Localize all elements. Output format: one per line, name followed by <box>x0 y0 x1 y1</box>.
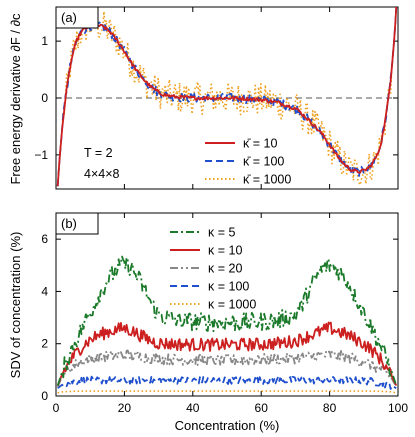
panel-a-legend: κ̄ = 10 κ̄ = 100 κ̄ = 1000 <box>205 137 291 187</box>
panel-a-series <box>56 7 398 187</box>
panel-a-annotation-temperature: T = 2 <box>84 146 113 160</box>
panel-b-legend-label: κ = 20 <box>208 262 242 276</box>
panel-b-legend-label: κ = 100 <box>208 280 249 294</box>
panel-b-y-tick-label: 4 <box>41 284 48 298</box>
panel-a-legend-label: κ̄ = 100 <box>243 155 284 169</box>
panel-b-frame <box>55 212 399 397</box>
panel-a-ticks: −1 0 1 <box>34 7 399 189</box>
panel-b-series-line <box>56 349 398 388</box>
panel-a-y-tick-label: 1 <box>41 34 48 48</box>
panel-b-series-line <box>57 390 397 394</box>
panel-b-x-axis-label: Concentration (%) <box>175 418 280 433</box>
panel-b-legend-label: κ = 1000 <box>208 298 256 312</box>
panel-a-tag-box <box>55 6 99 29</box>
panel-b-legend-label: κ = 10 <box>208 244 242 258</box>
panel-b-x-tick-label: 40 <box>186 401 200 415</box>
panel-b-x-tick-label: 20 <box>118 401 132 415</box>
panel-a-legend-label: κ̄ = 10 <box>243 137 277 151</box>
panel-a-legend-label: κ̄ = 1000 <box>243 173 291 187</box>
panel-b-x-tick-label: 0 <box>53 401 60 415</box>
panel-b-series-line <box>56 321 398 386</box>
panel-b-x-tick-label: 60 <box>255 401 269 415</box>
panel-b-tag-box <box>55 212 99 235</box>
panel-a-y-tick-label: 0 <box>41 91 48 105</box>
panel-a-y-tick-label: −1 <box>34 148 48 162</box>
panel-b-x-tick-label: 80 <box>323 401 337 415</box>
panel-b-series <box>56 255 398 394</box>
panel-a-series-line <box>56 7 398 187</box>
panel-a-series-line <box>56 7 398 187</box>
panel-b-y-tick-label: 2 <box>41 337 48 351</box>
panel-a-annotation-lattice: 4×4×8 <box>84 167 120 181</box>
panel-b-tag: (b) <box>61 216 77 231</box>
panel-b-y-tick-label: 6 <box>41 232 48 246</box>
panel-b-legend: κ = 5 κ = 10 κ = 20 κ = 100 κ = 1000 <box>170 226 256 312</box>
panel-b-x-tick-label: 100 <box>388 401 408 415</box>
panel-a-y-axis-label: Free energy derivative ∂F / ∂c <box>8 13 23 185</box>
panel-b-series-line <box>57 375 397 390</box>
panel-b-legend-label: κ = 5 <box>208 226 235 240</box>
panel-b-ticks: 0 20 40 60 80 100 0 2 4 6 <box>41 213 408 415</box>
panel-b-y-axis-label: SDV of concentration (%) <box>8 232 23 379</box>
panel-b-y-tick-label: 0 <box>41 389 48 403</box>
panel-a-tag: (a) <box>61 10 77 25</box>
